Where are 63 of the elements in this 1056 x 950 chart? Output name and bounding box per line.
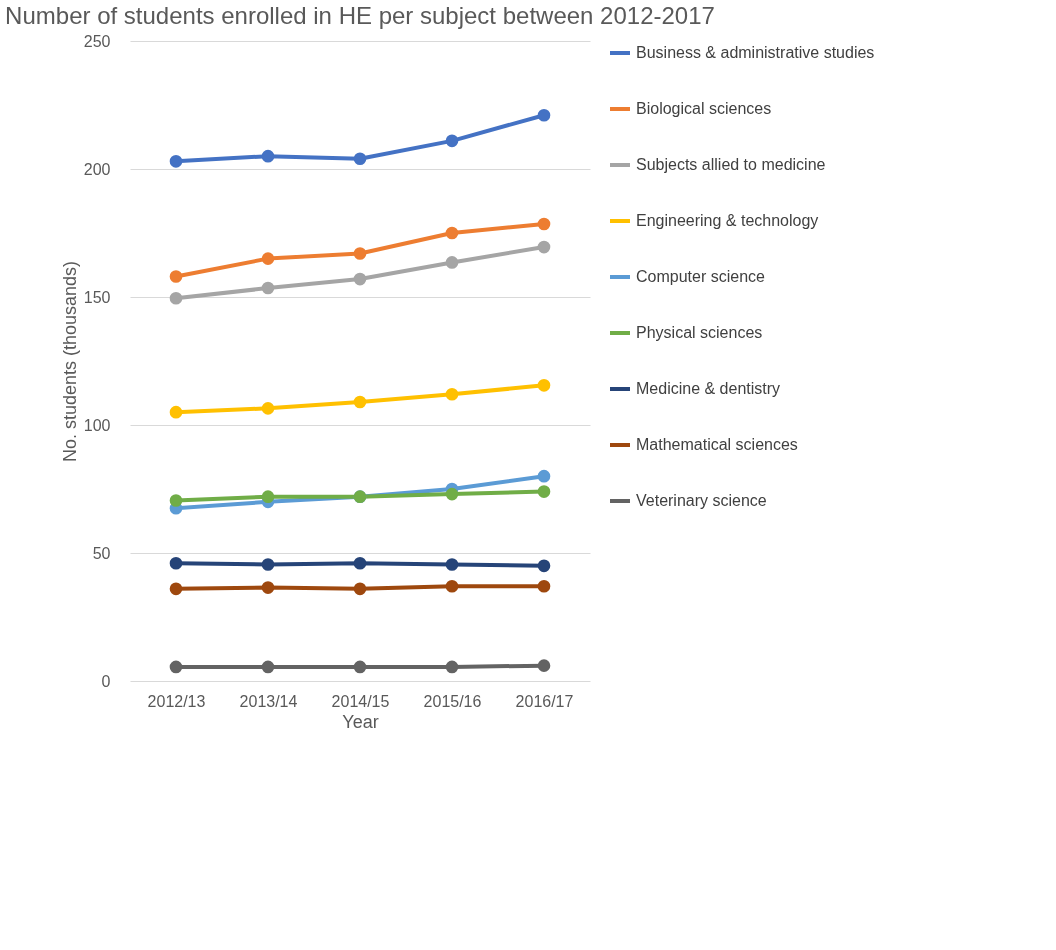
- y-tick-label: 0: [101, 672, 111, 690]
- point: [353, 272, 367, 286]
- point: [169, 582, 183, 596]
- point: [169, 155, 183, 168]
- point: [445, 558, 459, 571]
- x-axis-title: Year: [342, 711, 379, 732]
- y-tick-label: 200: [83, 160, 111, 178]
- chart-title: Number of students enrolled in HE per subject between 2012-2017: [5, 2, 715, 29]
- point: [261, 558, 275, 571]
- point: [537, 485, 551, 498]
- point: [445, 387, 459, 401]
- y-axis-title: No. students (thousands): [59, 260, 80, 463]
- legend-label: Engineering & technology: [636, 212, 819, 229]
- point: [261, 581, 275, 594]
- point: [261, 281, 275, 295]
- point: [353, 247, 367, 260]
- point: [537, 659, 551, 672]
- point: [537, 108, 551, 122]
- point: [537, 217, 551, 231]
- x-tick-label: 2012/13: [147, 692, 206, 710]
- point: [169, 270, 183, 283]
- legend-label: Veterinary science: [636, 492, 767, 509]
- point: [537, 469, 551, 483]
- y-tick-label: 250: [83, 32, 111, 50]
- legend-label: Mathematical sciences: [636, 436, 798, 453]
- point: [261, 402, 275, 415]
- legend-label: Medicine & dentistry: [636, 380, 781, 397]
- point: [445, 256, 459, 269]
- point: [169, 660, 183, 674]
- legend-label: Biological sciences: [636, 100, 772, 117]
- x-tick-label: 2015/16: [423, 692, 482, 710]
- point: [169, 494, 183, 507]
- legend-label: Computer science: [636, 268, 766, 285]
- legend-label: Physical sciences: [636, 324, 763, 341]
- point: [445, 226, 459, 240]
- x-tick-label: 2013/14: [239, 692, 298, 710]
- point: [537, 579, 551, 593]
- point: [353, 582, 367, 596]
- legend-label: Subjects allied to medicine: [636, 156, 826, 173]
- point: [169, 291, 183, 305]
- point: [261, 252, 275, 265]
- point: [445, 487, 459, 501]
- y-tick-label: 100: [83, 416, 111, 434]
- point: [537, 379, 551, 392]
- point: [353, 395, 367, 409]
- point: [445, 660, 459, 674]
- point: [353, 660, 367, 674]
- x-tick-label: 2014/15: [331, 692, 390, 710]
- point: [537, 240, 551, 254]
- y-tick-label: 150: [83, 288, 111, 306]
- point: [169, 556, 183, 570]
- x-tick-label: 2016/17: [515, 692, 574, 710]
- point: [261, 490, 275, 503]
- y-tick-label: 50: [92, 544, 111, 562]
- point: [261, 660, 275, 674]
- point: [537, 559, 551, 573]
- point: [445, 579, 459, 593]
- point: [353, 556, 367, 570]
- legend-label: Business & administrative studies: [636, 44, 875, 61]
- point: [445, 134, 459, 148]
- point: [353, 152, 367, 166]
- point: [261, 149, 275, 163]
- point: [169, 405, 183, 419]
